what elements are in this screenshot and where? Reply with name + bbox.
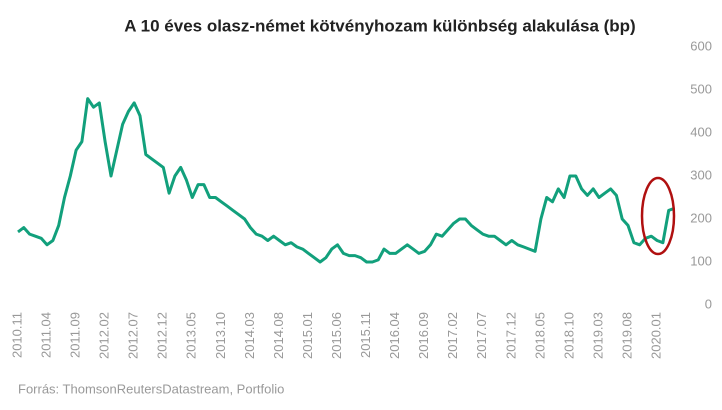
x-tick-label: 2016.09 bbox=[416, 312, 431, 359]
source: Forrás: ThomsonReutersDatastream, Portfo… bbox=[18, 381, 284, 396]
x-tick-label: 2013.10 bbox=[213, 312, 228, 359]
y-tick-label: 0 bbox=[705, 296, 712, 311]
x-tick-label: 2014.03 bbox=[242, 312, 257, 359]
x-tick-label: 2011.09 bbox=[68, 312, 83, 358]
y-tick-label: 600 bbox=[690, 38, 712, 53]
chart-title: A 10 éves olasz-német kötvényhozam külön… bbox=[124, 16, 635, 35]
y-tick-label: 100 bbox=[690, 253, 712, 268]
x-tick-label: 2017.12 bbox=[503, 312, 518, 359]
y-tick-label: 300 bbox=[690, 167, 712, 182]
y-tick-label: 400 bbox=[690, 124, 712, 139]
y-tick-label: 500 bbox=[690, 81, 712, 96]
x-tick-label: 2012.07 bbox=[126, 312, 141, 359]
highlight-ellipse bbox=[640, 176, 676, 256]
x-tick-label: 2017.07 bbox=[474, 312, 489, 359]
x-tick-label: 2013.05 bbox=[184, 312, 199, 359]
x-tick-label: 2010.11 bbox=[9, 312, 24, 358]
y-tick-label: 200 bbox=[690, 210, 712, 225]
x-tick-label: 2018.05 bbox=[532, 312, 547, 359]
x-tick-label: 2014.08 bbox=[271, 312, 286, 359]
x-tick-label: 2015.01 bbox=[300, 312, 315, 359]
x-tick-label: 2011.04 bbox=[38, 312, 53, 358]
x-tick-label: 2016.04 bbox=[387, 312, 402, 359]
x-tick-label: 2018.10 bbox=[561, 312, 576, 359]
x-tick-label: 2015.11 bbox=[358, 312, 373, 358]
data-line bbox=[17, 97, 676, 264]
x-tick-label: 2020.01 bbox=[649, 312, 664, 359]
x-tick-label: 2017.02 bbox=[445, 312, 460, 359]
x-tick-label: 2012.02 bbox=[97, 312, 112, 359]
x-tick-label: 2019.03 bbox=[590, 312, 605, 359]
x-tick-label: 2012.12 bbox=[155, 312, 170, 359]
x-tick-label: 2015.06 bbox=[329, 312, 344, 359]
x-tick-label: 2019.08 bbox=[619, 312, 634, 359]
